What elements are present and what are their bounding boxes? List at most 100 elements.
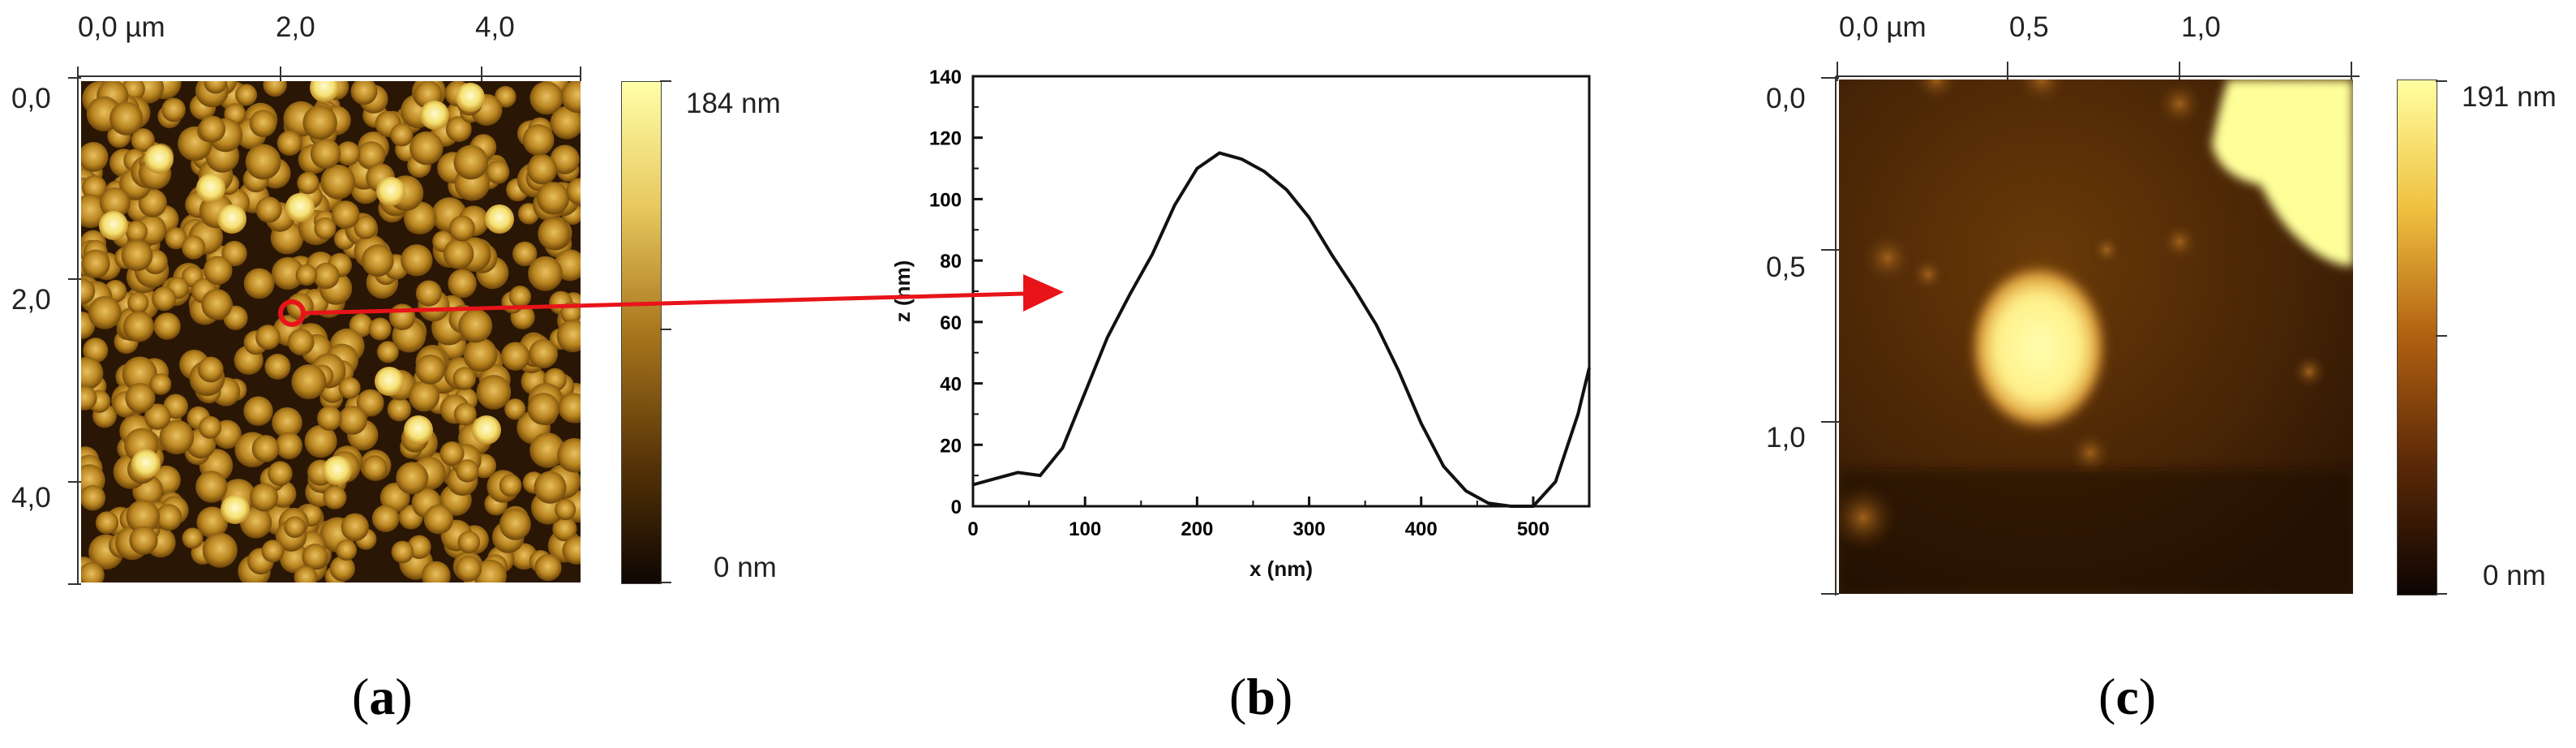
panel-a-x-tick: 4,0 bbox=[475, 11, 515, 43]
afm-grain-bright bbox=[144, 144, 174, 174]
arrow-head bbox=[1023, 274, 1064, 312]
afm-grain bbox=[81, 484, 106, 511]
afm-grain bbox=[409, 131, 444, 166]
afm-grain bbox=[197, 356, 224, 383]
afm-grain-bright bbox=[131, 449, 161, 479]
colorbar-c-ticks bbox=[2436, 80, 2447, 595]
afm-grain bbox=[527, 393, 560, 425]
y-tick-label: 0 bbox=[951, 497, 962, 518]
caption-a-letter: a bbox=[369, 668, 396, 725]
afm-grain bbox=[476, 375, 512, 410]
afm-grain bbox=[499, 508, 531, 540]
panel-c-axis-frame bbox=[1821, 62, 2360, 595]
panel-a-axis-frame bbox=[68, 67, 581, 585]
afm-grain bbox=[272, 256, 305, 290]
afm-grain bbox=[558, 393, 581, 423]
afm-grain bbox=[401, 244, 433, 277]
afm-grain bbox=[109, 101, 144, 135]
afm-grain bbox=[354, 216, 378, 239]
afm-grain bbox=[457, 531, 481, 553]
afm-grain bbox=[323, 485, 347, 509]
afm-grain bbox=[499, 474, 522, 497]
afm-grain bbox=[456, 459, 479, 483]
afm-grain-bright bbox=[99, 211, 128, 240]
caption-b-letter: b bbox=[1246, 668, 1275, 725]
afm-grain bbox=[155, 504, 182, 531]
arrow-line bbox=[302, 291, 1024, 316]
afm-grain bbox=[81, 278, 96, 304]
afm-grain bbox=[127, 292, 149, 314]
caption-b: (b) bbox=[1229, 668, 1293, 725]
afm-grain-bright bbox=[285, 193, 315, 222]
panel-a-y-tick: 2,0 bbox=[11, 284, 51, 316]
colorbar-c-top-label: 191 nm bbox=[2462, 81, 2557, 113]
afm-grain bbox=[95, 511, 119, 535]
afm-grain-bright bbox=[485, 204, 514, 234]
panel-a-y-tick: 0,0 bbox=[11, 83, 51, 114]
afm-grain bbox=[448, 215, 475, 242]
afm-grain bbox=[279, 544, 310, 574]
afm-grain bbox=[121, 239, 153, 272]
afm-grain bbox=[81, 249, 110, 278]
afm-grain bbox=[453, 402, 477, 426]
afm-image-c-texture bbox=[1839, 80, 2353, 594]
panel-a-x-tick: 2,0 bbox=[276, 11, 315, 43]
afm-grain bbox=[123, 311, 154, 342]
x-tick-label: 0 bbox=[967, 518, 978, 540]
afm-grain bbox=[268, 461, 293, 486]
afm-grain bbox=[261, 540, 285, 563]
panel-c-x-tick: 0,0 µm bbox=[1839, 11, 1927, 43]
afm-grain bbox=[250, 483, 279, 512]
afm-grain bbox=[165, 227, 187, 250]
afm-grain bbox=[566, 178, 581, 205]
y-tick-label: 140 bbox=[929, 67, 962, 88]
afm-grain bbox=[314, 217, 336, 240]
colorbar-c-bottom-label: 0 nm bbox=[2483, 560, 2546, 591]
panel-c-x-tick: 1,0 bbox=[2181, 11, 2221, 43]
afm-image-a bbox=[81, 81, 581, 582]
x-tick-label: 400 bbox=[1405, 518, 1438, 540]
afm-grain bbox=[356, 389, 384, 417]
panel-c-y-tick: 0,5 bbox=[1766, 251, 1806, 283]
afm-grain bbox=[125, 220, 148, 243]
afm-grain bbox=[396, 462, 429, 495]
afm-grain bbox=[275, 432, 302, 460]
panel-c-y-tick: 0,0 bbox=[1766, 83, 1806, 114]
afm-grain bbox=[552, 517, 577, 542]
x-tick-label: 500 bbox=[1517, 518, 1549, 540]
afm-grain bbox=[336, 540, 358, 561]
afm-grain bbox=[338, 376, 361, 399]
y-tick-label: 100 bbox=[929, 189, 962, 211]
afm-grain bbox=[204, 256, 233, 286]
afm-grain bbox=[302, 105, 337, 140]
afm-grain bbox=[368, 317, 392, 341]
afm-grain bbox=[159, 419, 195, 455]
afm-grain bbox=[562, 535, 581, 565]
afm-grain bbox=[504, 398, 526, 420]
afm-grain-bright bbox=[196, 174, 225, 203]
caption-c: (c) bbox=[2098, 668, 2157, 725]
afm-grain bbox=[81, 142, 109, 172]
panel-a-x-tick: 0,0 µm bbox=[78, 11, 165, 43]
afm-grain bbox=[199, 415, 222, 439]
afm-grain bbox=[555, 499, 576, 521]
y-tick-label: 80 bbox=[940, 251, 962, 273]
colorbar-a-bottom-label: 0 nm bbox=[714, 552, 777, 583]
afm-grain bbox=[415, 355, 446, 385]
afm-grain bbox=[341, 513, 369, 541]
afm-grain bbox=[474, 559, 507, 582]
afm-grain bbox=[331, 200, 360, 229]
afm-grain bbox=[255, 196, 282, 223]
y-tick-label: 40 bbox=[940, 374, 962, 396]
afm-grain bbox=[361, 244, 394, 277]
afm-grain-bright bbox=[376, 177, 405, 206]
afm-grain bbox=[235, 84, 258, 106]
panel-a-y-tick: 4,0 bbox=[11, 482, 51, 514]
afm-grain bbox=[297, 171, 319, 195]
afm-grain bbox=[249, 110, 277, 137]
afm-grain bbox=[350, 81, 378, 105]
afm-grain bbox=[537, 182, 570, 215]
profile-marker-circle bbox=[278, 299, 306, 327]
afm-grain bbox=[149, 373, 172, 395]
afm-grain bbox=[390, 123, 414, 147]
